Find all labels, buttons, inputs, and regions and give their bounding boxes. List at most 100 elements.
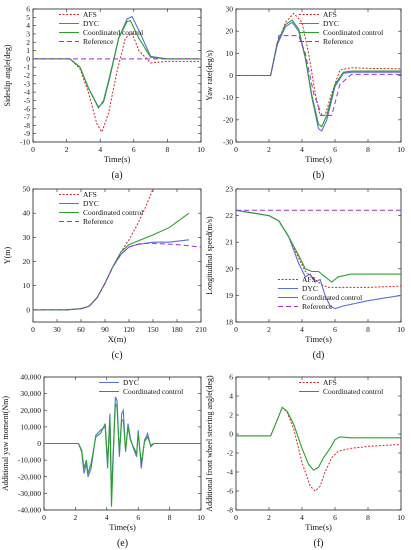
x-tick-label: 8 <box>166 145 170 154</box>
y-tick-label: -2 <box>24 71 30 80</box>
panel-e: 0 2 4 6 8 10 -40,000 -30,000 -20,000 -10,000 0 10,0… <box>1 373 205 550</box>
series-line-coordinated-control <box>236 19 401 128</box>
plot-frame <box>235 188 402 323</box>
plot-frame <box>235 376 402 511</box>
plot-frame <box>32 188 202 323</box>
panel-a: 0 2 4 6 8 10-10-9-8-7-6-5-4-3-2-10123456Time(… <box>3 5 205 182</box>
series-line-coordinated-control <box>33 19 201 109</box>
y-axis-label: Y(m) <box>3 247 12 265</box>
y-tick-label: 20 <box>226 27 234 36</box>
y-tick-label: -10 <box>20 138 30 147</box>
series-line-coordinated-control <box>236 209 401 283</box>
y-tick-label: -6 <box>24 104 30 113</box>
legend-label-afs: AFS <box>302 275 316 284</box>
x-tick-label: 4 <box>300 325 304 334</box>
x-tick-label: 6 <box>333 145 337 154</box>
y-tick-label: -6 <box>227 487 233 496</box>
y-tick-label: 6 <box>26 5 30 14</box>
legend-label-reference: Reference <box>323 37 354 46</box>
x-tick-label: 2 <box>267 325 271 334</box>
y-tick-label: 50 <box>23 185 31 194</box>
y-tick-label: 0 <box>37 439 41 448</box>
y-tick-label: 21 <box>226 238 234 247</box>
y-axis-label: Additional front wheel steering angle(de… <box>205 375 214 512</box>
series-line-afs <box>33 32 201 134</box>
y-tick-label: 5 <box>26 13 30 22</box>
x-tick-label: 2 <box>65 145 69 154</box>
y-tick-label: 18 <box>226 318 234 327</box>
y-tick-label: -9 <box>24 129 30 138</box>
y-tick-label: 40 <box>23 209 31 218</box>
legend-label-afs: AFS <box>323 378 337 387</box>
y-axis-label: Longitudinal speed(m/s) <box>205 216 214 295</box>
x-tick-label: 60 <box>77 325 85 334</box>
x-tick-label: 0 <box>31 145 35 154</box>
y-tick-label: -8 <box>227 506 233 515</box>
x-tick-label: 0 <box>31 325 35 334</box>
y-tick-label: 0 <box>26 305 30 314</box>
y-tick-label: 2 <box>26 38 30 47</box>
y-tick-label: -10,000 <box>18 456 41 465</box>
y-tick-label: 30 <box>226 5 234 14</box>
y-tick-label: 40,000 <box>20 373 41 382</box>
x-tick-label: 150 <box>147 325 159 334</box>
panel-caption: (b) <box>313 170 325 181</box>
y-tick-label: 20,000 <box>20 406 41 415</box>
y-tick-label: -40,000 <box>18 506 41 515</box>
x-tick-label: 4 <box>300 513 304 522</box>
y-tick-label: 1 <box>26 46 30 55</box>
x-axis-label: Time(s) <box>104 154 131 164</box>
x-tick-label: 0 <box>234 325 238 334</box>
x-tick-label: 8 <box>366 513 370 522</box>
x-axis-label: Time(s) <box>305 522 332 532</box>
y-axis-label: Sideslip angle(deg) <box>3 44 12 106</box>
x-tick-label: 90 <box>101 325 109 334</box>
x-tick-label: 4 <box>98 145 102 154</box>
legend-label-coordinated-control: Coordinated control <box>83 208 143 217</box>
legend-label-dyc: DYC <box>323 19 339 28</box>
series-line-dyc <box>33 239 190 311</box>
series-line-reference <box>236 35 401 116</box>
series-line-afs <box>236 209 401 288</box>
legend-label-dyc: DYC <box>83 199 99 208</box>
panel-c: 0 30 60 90 120 150 180 210 0 10 20 30 40 50 X(m) Y(m) (c… <box>3 185 207 362</box>
x-tick-label: 0 <box>42 513 46 522</box>
legend-label-coordinated-control: Coordinated control <box>323 28 383 37</box>
x-tick-label: 120 <box>123 325 135 334</box>
y-tick-label: -20,000 <box>18 472 41 481</box>
legend-label-coordinated-control: Coordinated control <box>302 293 362 302</box>
x-axis-label: X(m) <box>108 334 127 344</box>
x-tick-label: 210 <box>195 325 207 334</box>
legend-label-reference: Reference <box>83 37 114 46</box>
x-tick-label: 10 <box>397 145 405 154</box>
y-tick-label: 0 <box>26 54 30 63</box>
panel-caption: (f) <box>314 538 324 549</box>
series-line-coordinated-control <box>236 406 401 471</box>
x-axis-label: Time(s) <box>305 154 332 164</box>
legend-label-reference: Reference <box>83 217 114 226</box>
x-tick-label: 30 <box>53 325 61 334</box>
legend-label-dyc: DYC <box>302 284 318 293</box>
legend-label-afs: AFS <box>83 10 97 19</box>
x-tick-label: 6 <box>136 513 140 522</box>
y-tick-label: 0 <box>229 71 233 80</box>
y-tick-label: 22 <box>226 211 234 220</box>
y-tick-label: -1 <box>24 63 30 72</box>
y-tick-label: 10,000 <box>20 422 41 431</box>
x-tick-label: 2 <box>267 145 271 154</box>
panel-caption: (a) <box>111 170 122 181</box>
x-tick-label: 2 <box>74 513 78 522</box>
panel-b: 0 2 4 6 8 10 -30 -20 -10 0 10 20 30 Time(s) Yaw rate(d… <box>205 5 405 182</box>
x-tick-label: 10 <box>197 513 205 522</box>
series-line-afs <box>236 406 401 492</box>
x-tick-label: 6 <box>333 513 337 522</box>
panel-caption: (d) <box>313 350 325 361</box>
y-tick-label: 20 <box>23 257 31 266</box>
y-tick-label: -8 <box>24 121 30 130</box>
y-tick-label: -2 <box>227 449 233 458</box>
x-tick-label: 10 <box>197 145 205 154</box>
panel-caption: (e) <box>117 538 128 549</box>
y-tick-label: 10 <box>23 281 31 290</box>
